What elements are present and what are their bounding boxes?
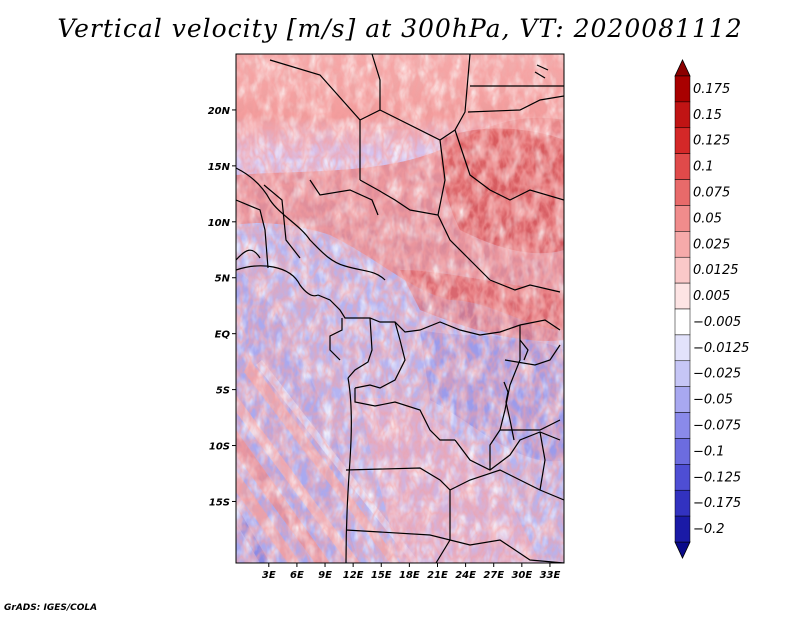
chart-title: Vertical velocity [m/s] at 300hPa, VT: 2…	[57, 14, 743, 43]
colorbar-label: 0.025	[693, 237, 730, 252]
colorbar-bottom-arrow	[674, 541, 691, 559]
colorbar-swatch	[674, 205, 691, 232]
colorbar-swatch	[674, 308, 691, 336]
colorbar-label: 0.005	[693, 289, 730, 304]
colorbar-label: −0.0125	[693, 341, 749, 356]
colorbar-label: 0.1	[693, 160, 714, 175]
lon-tick-label: 3E	[262, 570, 276, 581]
map-frame	[235, 53, 565, 564]
lat-tick-label: 10N	[208, 218, 231, 229]
lat-tick-label: 5S	[216, 386, 230, 397]
colorbar-swatch	[674, 334, 691, 362]
colorbar-label: −0.075	[693, 419, 741, 434]
grads-credit: GrADS: IGES/COLA	[4, 603, 98, 613]
colorbar-label: 0.15	[693, 108, 722, 123]
colorbar-swatch	[674, 282, 691, 310]
lat-tick-label: 10S	[209, 442, 230, 453]
lon-tick-label: 12E	[343, 570, 364, 581]
lat-tick-label: 5N	[215, 274, 231, 285]
colorbar-swatch	[674, 231, 691, 258]
colorbar-label: −0.1	[693, 444, 725, 459]
vertical-velocity-field	[236, 54, 564, 563]
lon-tick-label: 33E	[540, 570, 561, 581]
colorbar-swatch	[674, 179, 691, 206]
colorbar-swatch	[674, 412, 691, 439]
colorbar-swatch	[674, 438, 691, 465]
colorbar: 0.175 0.15 0.125 0.1 0.075 0.05 0.025 0.0125 0.0…	[674, 59, 749, 559]
colorbar-swatch	[674, 127, 691, 154]
lon-tick-label: 6E	[290, 570, 304, 581]
colorbar-label: −0.125	[693, 470, 741, 485]
colorbar-label: 0.0125	[693, 263, 739, 278]
colorbar-swatch	[674, 386, 691, 413]
colorbar-swatch	[674, 101, 691, 129]
lon-tick-label: 9E	[318, 570, 332, 581]
colorbar-label: −0.025	[693, 367, 741, 382]
colorbar-swatch	[674, 360, 691, 387]
lon-tick-label: 24E	[455, 570, 476, 581]
colorbar-swatch	[674, 256, 691, 284]
colorbar-label: −0.175	[693, 496, 741, 511]
colorbar-label: 0.125	[693, 134, 730, 149]
lon-tick-label: 27E	[483, 570, 504, 581]
lat-tick-label: 15S	[209, 497, 230, 508]
colorbar-label: 0.175	[693, 82, 730, 97]
colorbar-swatch	[674, 153, 691, 180]
colorbar-label: −0.005	[693, 315, 741, 330]
colorbar-swatch	[674, 464, 691, 491]
lat-tick-label: 15N	[208, 162, 231, 173]
lon-tick-label: 15E	[371, 570, 392, 581]
lat-tick-label: EQ	[215, 330, 231, 341]
colorbar-top-arrow	[674, 59, 691, 77]
map-axes: 20N 15N 10N 5N EQ 5S 10S 15S 3E 6E 9E 12E 15E 18E 21E 2…	[208, 106, 561, 581]
colorbar-label: 0.05	[693, 211, 722, 226]
lon-tick-label: 30E	[511, 570, 532, 581]
colorbar-label: 0.075	[693, 186, 730, 201]
lon-tick-label: 21E	[427, 570, 448, 581]
colorbar-swatch	[674, 75, 691, 103]
colorbar-swatch	[674, 489, 691, 517]
country-borders	[236, 54, 564, 563]
colorbar-swatch	[674, 515, 691, 543]
colorbar-label: −0.2	[693, 522, 725, 537]
lat-tick-label: 20N	[208, 106, 231, 117]
colorbar-label: −0.05	[693, 393, 733, 408]
lon-tick-label: 18E	[399, 570, 420, 581]
